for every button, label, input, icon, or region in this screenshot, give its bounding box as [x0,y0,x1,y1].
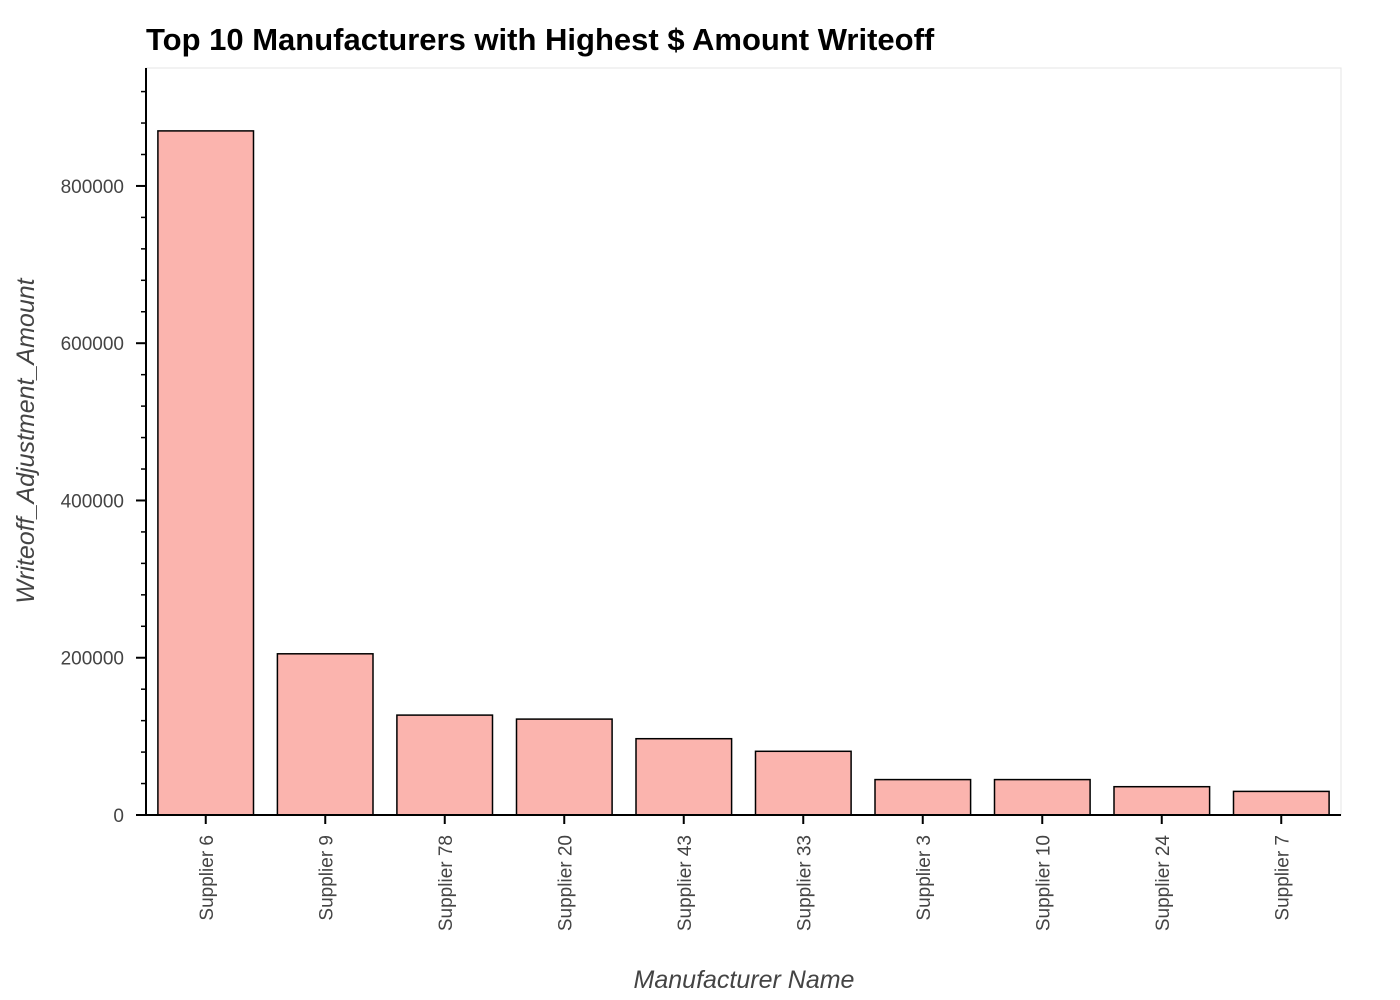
x-tick-label: Supplier 7 [1272,835,1293,921]
x-tick-label: Supplier 33 [794,835,815,931]
x-axis: Supplier 6 Supplier 9 Supplier 78 Supplier … [146,814,1341,932]
x-tick-label: Supplier 9 [316,835,337,921]
x-tick-label: Supplier 6 [197,835,218,921]
bar-supplier-6 [157,130,255,816]
x-tick-label: Supplier 24 [1153,835,1174,932]
y-tick-label: 0 [113,806,124,827]
x-tick-label: Supplier 20 [555,835,576,931]
bars-group [157,130,1330,816]
bar-supplier-43 [635,737,733,816]
x-tick-label: Supplier 3 [914,835,935,921]
x-axis-label: Manufacturer Name [634,966,855,994]
y-tick-label: 600000 [61,334,124,355]
y-tick-label: 800000 [61,177,124,198]
chart-title: Top 10 Manufacturers with Highest $ Amou… [146,22,935,57]
x-tick-label: Supplier 10 [1033,835,1054,931]
y-tick-label: 400000 [61,491,124,512]
bar-supplier-3 [874,778,972,816]
bar-supplier-24 [1113,785,1211,816]
bar-supplier-33 [754,750,852,816]
x-tick-label: Supplier 78 [436,835,457,931]
bar-supplier-20 [515,718,613,816]
bar-supplier-78 [396,714,494,816]
y-axis: 0 200000 400000 600000 800000 [61,68,147,827]
bar-supplier-9 [276,653,374,816]
bar-supplier-7 [1232,790,1330,816]
y-axis-label: Writeoff_Adjustment_Amount [12,277,40,603]
x-tick-label: Supplier 43 [675,835,696,931]
bar-supplier-10 [993,778,1091,816]
y-tick-label: 200000 [61,649,124,670]
